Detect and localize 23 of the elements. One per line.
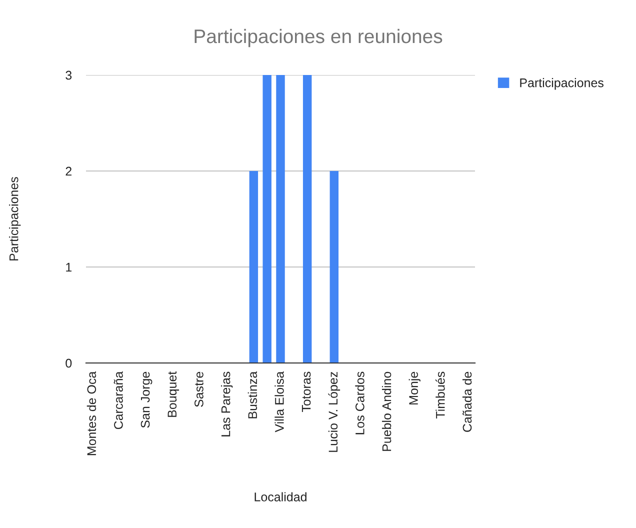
x-axis-title: Localidad xyxy=(254,492,306,502)
x-tick-label: Pueblo Andino xyxy=(382,372,392,451)
x-tick-label: Lucio V. López xyxy=(328,372,340,452)
x-tick-label: Las Parejas xyxy=(221,372,233,436)
legend-label: Participaciones xyxy=(520,78,604,90)
x-tick-label: Bustinza xyxy=(248,371,258,418)
y-tick-label: 0 xyxy=(66,358,72,368)
y-tick-label: 3 xyxy=(66,70,72,80)
x-tick-label: Monje xyxy=(408,372,420,404)
x-tick-label: Sastre xyxy=(194,372,204,407)
y-tick-label: 1 xyxy=(66,262,72,272)
x-tick-label: Villa Eloisa xyxy=(274,371,284,432)
chart-title: Participaciones en reuniones xyxy=(194,28,442,48)
x-tick-label: Cañada de xyxy=(462,372,472,432)
x-tick-label: Montes de Oca xyxy=(86,371,96,456)
x-tick-label: Carcaraña xyxy=(114,371,123,430)
x-tick-label: Bouquet xyxy=(168,371,180,417)
y-axis-title: Participaciones xyxy=(9,177,21,260)
x-tick-label: San Jorge xyxy=(140,372,152,428)
y-tick-label: 2 xyxy=(66,166,72,176)
x-tick-label: Totoras xyxy=(302,372,311,412)
x-tick-label: Los Cardos xyxy=(355,372,364,434)
x-tick-label: Timbués xyxy=(435,372,445,419)
